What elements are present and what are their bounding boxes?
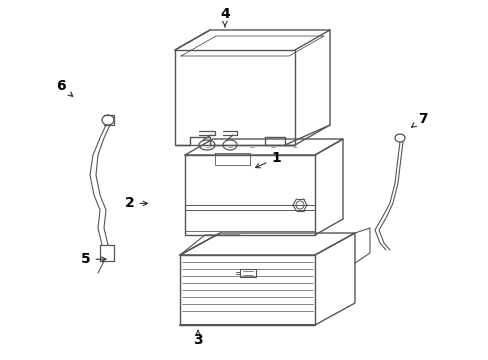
- Text: 6: 6: [56, 80, 73, 96]
- Text: 3: 3: [193, 330, 203, 347]
- Text: 4: 4: [220, 8, 229, 27]
- Text: 1: 1: [255, 152, 281, 168]
- Text: 5: 5: [81, 252, 106, 266]
- Text: 7: 7: [411, 112, 427, 127]
- Text: 2: 2: [124, 197, 147, 210]
